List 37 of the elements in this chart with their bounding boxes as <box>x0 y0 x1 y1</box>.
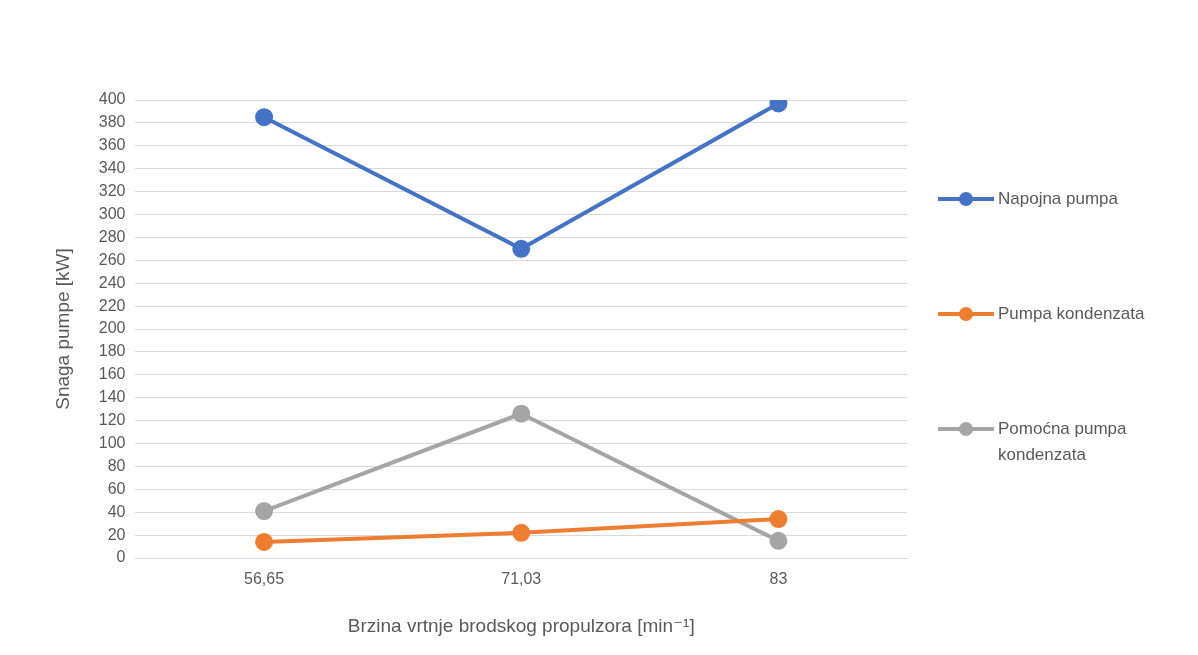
y-axis-title: Snaga pumpe [kW] <box>51 248 73 410</box>
y-tick-label: 20 <box>107 525 126 543</box>
y-tick-label: 60 <box>107 479 126 497</box>
y-tick-label: 0 <box>116 548 126 566</box>
legend-label: Pumpa kondenzata <box>998 303 1145 325</box>
y-tick-label: 220 <box>98 296 126 314</box>
y-tick-label: 140 <box>98 388 126 406</box>
point <box>255 108 274 127</box>
y-tick-label: 400 <box>98 90 126 108</box>
y-tick-label: 300 <box>98 204 126 222</box>
point <box>769 531 788 550</box>
y-tick-label: 80 <box>107 456 126 474</box>
y-tick-label: 340 <box>98 159 126 177</box>
y-tick-label: 100 <box>98 433 126 451</box>
y-tick-label: 180 <box>98 342 126 360</box>
y-tick-label: 240 <box>98 273 126 291</box>
y-tick-label: 40 <box>107 502 126 520</box>
y-tick-label: 380 <box>98 113 126 131</box>
legend-label: Napojna pumpa <box>998 188 1119 210</box>
x-tick-label: 71,03 <box>501 570 542 588</box>
x-axis-title: Brzina vrtnje brodskog propulzora [min⁻¹] <box>347 614 695 636</box>
y-tick-label: 260 <box>98 250 126 268</box>
y-tick-label: 360 <box>98 136 126 154</box>
point <box>512 523 531 542</box>
legend-label: Pomoćna pumpa kondenzata <box>998 418 1128 466</box>
x-tick-label: 83 <box>769 570 788 588</box>
y-tick-label: 320 <box>98 182 126 200</box>
point <box>512 404 531 423</box>
point <box>769 510 788 529</box>
y-tick-label: 160 <box>98 365 126 383</box>
y-tick-label: 200 <box>98 319 126 337</box>
y-tick-label: 120 <box>98 411 126 429</box>
point <box>255 532 274 551</box>
point <box>255 502 274 521</box>
point <box>512 239 531 258</box>
x-tick-label: 56,65 <box>244 570 285 588</box>
y-tick-label: 280 <box>98 227 126 245</box>
